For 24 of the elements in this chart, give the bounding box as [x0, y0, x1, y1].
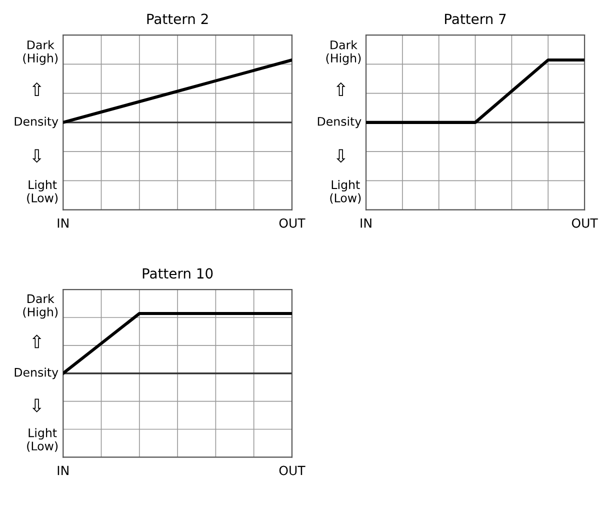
text: ⇧ [32, 334, 42, 348]
text: Dark (High) [23, 294, 58, 319]
x-tick-label: IN [58, 466, 68, 476]
text: ⇧ [336, 82, 346, 96]
x-tick-label: OUT [279, 218, 306, 228]
text: ⇩ [32, 398, 42, 412]
text: Light (Low) [27, 180, 58, 204]
text: ⇩ [336, 149, 346, 163]
chart-title: Pattern 2 [147, 14, 208, 24]
text: Light (Low) [330, 180, 361, 204]
chart-title: Pattern 10 [142, 268, 213, 279]
text: Density [14, 116, 58, 128]
text: Light (Low) [27, 428, 58, 452]
text: Dark (High) [23, 40, 58, 65]
text: ⇧ [32, 82, 42, 96]
text: Density [318, 116, 362, 128]
text: ⇩ [32, 149, 42, 163]
text: Dark (High) [326, 40, 361, 65]
x-tick-label: OUT [572, 218, 598, 228]
x-tick-label: OUT [279, 466, 306, 476]
x-tick-label: IN [58, 218, 68, 228]
x-tick-label: IN [360, 218, 372, 228]
chart-title: Pattern 7 [445, 14, 506, 24]
text: Density [14, 368, 58, 380]
